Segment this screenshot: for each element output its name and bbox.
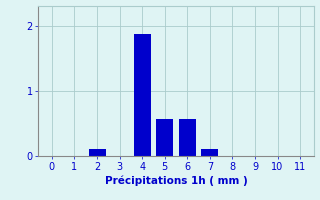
Bar — [89, 149, 106, 156]
Bar — [134, 34, 151, 156]
Bar — [156, 119, 173, 156]
Bar — [201, 149, 218, 156]
Bar — [179, 119, 196, 156]
X-axis label: Précipitations 1h ( mm ): Précipitations 1h ( mm ) — [105, 176, 247, 186]
